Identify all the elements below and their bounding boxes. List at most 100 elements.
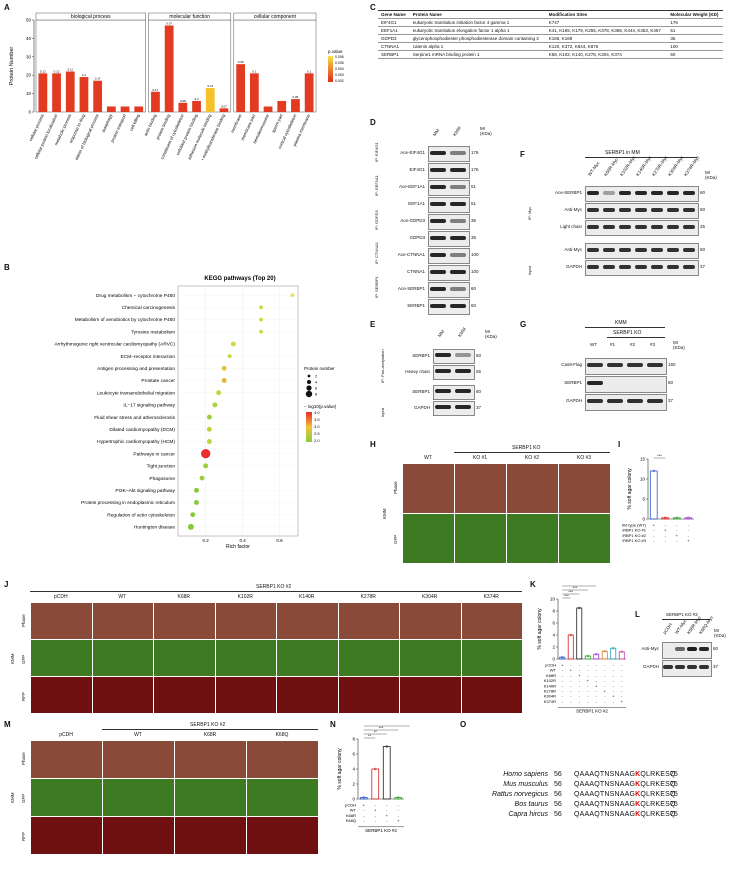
condition-label: SERBP1 KO #1 — [622, 528, 647, 533]
condition-sign: - — [562, 683, 564, 688]
bar — [192, 100, 201, 112]
micrograph — [91, 639, 154, 677]
table-cell: K68, K102, K140, K278, K304, K374 — [545, 50, 668, 59]
lane-label: K374R-Myc — [682, 154, 701, 177]
bar — [618, 651, 625, 660]
data-point — [561, 655, 564, 659]
condition-sign: - — [688, 533, 690, 538]
mr-label: Mr (KDa) — [485, 329, 497, 339]
condition-label: pCDH — [545, 663, 556, 668]
blot-strip — [662, 642, 712, 659]
footer-label: SERBP1 KO #2 — [365, 828, 397, 833]
data-point — [397, 796, 400, 799]
lane-label: #2 — [630, 342, 636, 347]
mw-label: 37 — [668, 398, 674, 403]
blot-band — [430, 185, 446, 189]
bar — [249, 73, 259, 112]
group-frame — [233, 19, 317, 113]
microscopy-grid-h: SERBP1 KO WT KO #1 KO #2 KO #3 Phase GFP KMM — [378, 445, 611, 570]
blot-strip — [585, 394, 667, 411]
blot-band — [430, 168, 446, 172]
blot-band — [675, 647, 685, 651]
micrograph — [402, 513, 455, 564]
data-point — [221, 378, 227, 383]
species-name: Bos taurus — [514, 801, 548, 808]
blot-band — [586, 265, 600, 269]
x-tick-label: 0.2 — [203, 538, 210, 543]
micrograph — [460, 676, 523, 714]
panel-label-o: O — [460, 720, 467, 729]
grid-col-label: K140R — [299, 594, 315, 600]
sequence-prefix: QAAAQTNSNAAG — [574, 801, 636, 808]
table-row: CTNNA1 catenin alpha 1 K120, K372, K844, K… — [378, 42, 723, 51]
blot-band — [450, 168, 466, 172]
data-point — [569, 633, 572, 637]
table-cell: eukaryotic translation elongation factor… — [409, 26, 546, 35]
blot-band — [586, 225, 600, 229]
grid-header-rule — [30, 591, 522, 592]
grid-header: SERBP1 KO — [512, 445, 541, 451]
condition-sign: + — [604, 689, 607, 694]
legend-tick: 0.003 — [335, 73, 344, 77]
blot-band — [430, 287, 446, 291]
blot-band — [650, 225, 664, 229]
blot-title: SERBP1 KO #2 — [666, 612, 698, 617]
y-tick-label: 10 — [640, 477, 646, 482]
end-position: 75 — [670, 801, 678, 808]
acetylated-lysine: K — [635, 771, 641, 778]
blot-band — [435, 405, 451, 409]
blot-band — [430, 151, 446, 155]
bar — [559, 656, 566, 660]
blot-band — [455, 369, 471, 373]
condition-label: WT — [550, 668, 557, 673]
panel-label-h: H — [370, 440, 376, 449]
bar-data-label: 0.11 — [207, 84, 213, 88]
mw-label: 60 — [471, 303, 477, 308]
condition-sign: - — [587, 694, 589, 699]
sig-marker: *** — [379, 725, 384, 730]
category-label: Antigen processing and presentation — [97, 366, 175, 372]
ip-label: IP: Myc — [527, 206, 532, 220]
blot-strip — [428, 163, 470, 179]
condition-sign: - — [665, 533, 667, 538]
blot-row-label: Ace-EEF1A1 — [398, 184, 425, 189]
sequence-prefix: QAAAQTNSNAAG — [574, 771, 636, 778]
sequence-suffix: QLRKESQ — [640, 781, 676, 788]
kegg-dot-plot: KEGG pathways (Top 20) 0.2 0.4 0.6 Rich fact… — [54, 276, 337, 550]
micrograph — [276, 639, 339, 677]
sequence: QAAAQTNSNAAGKQLRKESQ — [574, 800, 676, 810]
category-label: Chemical carcinogenesis — [122, 305, 176, 311]
panel-label-c: C — [370, 3, 376, 12]
panel-label-j: J — [4, 580, 9, 589]
table-header-cell: Gene Name — [378, 10, 410, 19]
table-cell: K166, K169 — [545, 34, 668, 43]
condition-sign: - — [587, 668, 589, 673]
panel-label-l: L — [635, 610, 640, 619]
start-position: 56 — [554, 801, 562, 808]
input-label: Input — [527, 266, 532, 275]
bar — [304, 73, 314, 112]
y-tick-label: 20 — [26, 73, 32, 78]
condition-sign: + — [612, 694, 615, 699]
blot-band — [650, 265, 664, 269]
blot-band — [450, 202, 466, 206]
sig-marker: *** — [568, 589, 573, 594]
micrograph — [174, 778, 247, 817]
blot-band — [675, 665, 685, 669]
sequence: QAAAQTNSNAAGKQLRKESQ — [574, 780, 676, 790]
bar — [649, 470, 658, 520]
y-tick-label: 15 — [640, 457, 646, 462]
acetylated-lysine: K — [635, 811, 641, 818]
blot-band — [682, 265, 696, 269]
condition-sign: - — [562, 678, 564, 683]
data-point — [190, 512, 196, 518]
panel-label-k: K — [530, 580, 536, 589]
mw-label: 60 — [713, 646, 719, 651]
y-tick-label: 2 — [552, 645, 555, 650]
condition-sign: - — [653, 538, 655, 543]
blot-band — [450, 151, 466, 155]
y-tick-label: 8 — [552, 609, 555, 614]
y-tick-label: 40 — [26, 36, 32, 41]
